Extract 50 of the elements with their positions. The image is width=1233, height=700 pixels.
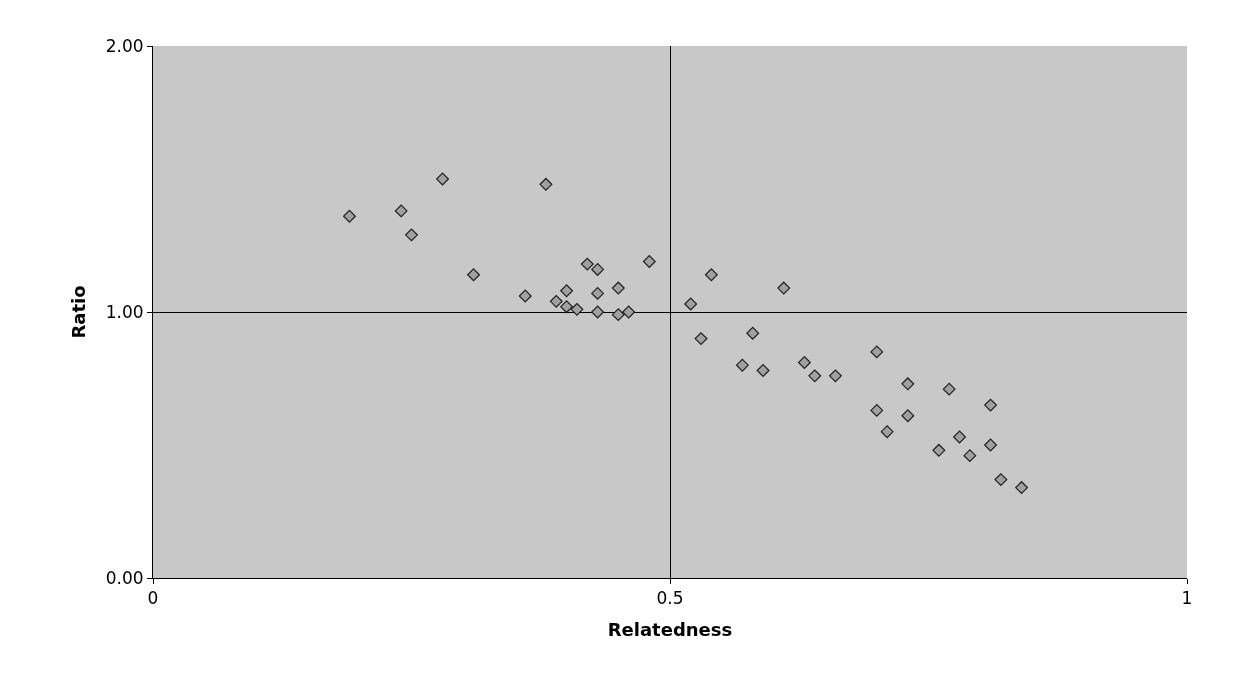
point xyxy=(560,284,574,298)
point xyxy=(746,326,760,340)
point xyxy=(694,332,708,346)
point xyxy=(622,305,636,319)
point xyxy=(539,177,553,191)
point xyxy=(684,297,698,311)
x-axis-title: Relatedness xyxy=(607,618,733,640)
point xyxy=(797,356,811,369)
y-tick-label: 2.00 xyxy=(105,35,144,56)
point xyxy=(777,281,791,295)
point xyxy=(570,302,584,316)
point xyxy=(828,369,842,383)
point xyxy=(394,204,408,218)
point xyxy=(591,286,605,300)
point xyxy=(953,430,966,444)
point xyxy=(984,438,997,452)
x-tick-label: 0 xyxy=(147,588,159,609)
point xyxy=(591,305,605,319)
point xyxy=(901,409,915,423)
point xyxy=(735,358,749,372)
point xyxy=(942,382,956,396)
point xyxy=(518,289,532,303)
point xyxy=(580,257,594,271)
point xyxy=(984,398,997,412)
y-tick-label: 1.00 xyxy=(105,301,144,322)
point xyxy=(405,228,418,242)
point xyxy=(932,443,946,457)
point xyxy=(756,364,770,377)
point xyxy=(549,294,563,308)
point xyxy=(901,377,915,391)
point xyxy=(591,262,605,276)
point xyxy=(560,300,574,314)
point xyxy=(642,255,656,268)
point xyxy=(611,281,625,295)
point xyxy=(704,268,718,282)
y-axis-title: Ratio xyxy=(67,285,89,339)
point xyxy=(436,172,449,186)
point xyxy=(611,308,625,322)
x-tick-label: 1 xyxy=(1181,588,1193,609)
point xyxy=(870,345,884,359)
point xyxy=(343,209,356,223)
point xyxy=(963,449,977,463)
point xyxy=(467,268,480,282)
x-tick-label: 0.5 xyxy=(656,588,684,609)
point xyxy=(808,369,822,383)
point xyxy=(870,403,884,417)
point xyxy=(1015,481,1029,495)
y-tick-label: 0.00 xyxy=(105,567,144,588)
point xyxy=(880,425,894,439)
point xyxy=(994,473,1008,487)
